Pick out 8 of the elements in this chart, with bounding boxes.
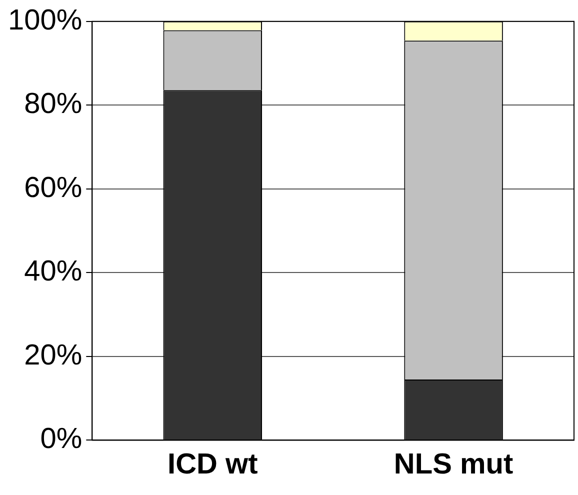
y-tick-label: 20% (24, 339, 82, 372)
y-tick-label: 0% (40, 423, 82, 456)
y-tick-label: 80% (24, 88, 82, 120)
x-tick-label: NLS mut (394, 448, 514, 481)
y-tick-label: 60% (24, 172, 82, 204)
x-tick-label: ICD wt (168, 448, 258, 481)
y-tick-label: 100% (8, 4, 82, 36)
y-tick-label: 40% (24, 256, 82, 288)
